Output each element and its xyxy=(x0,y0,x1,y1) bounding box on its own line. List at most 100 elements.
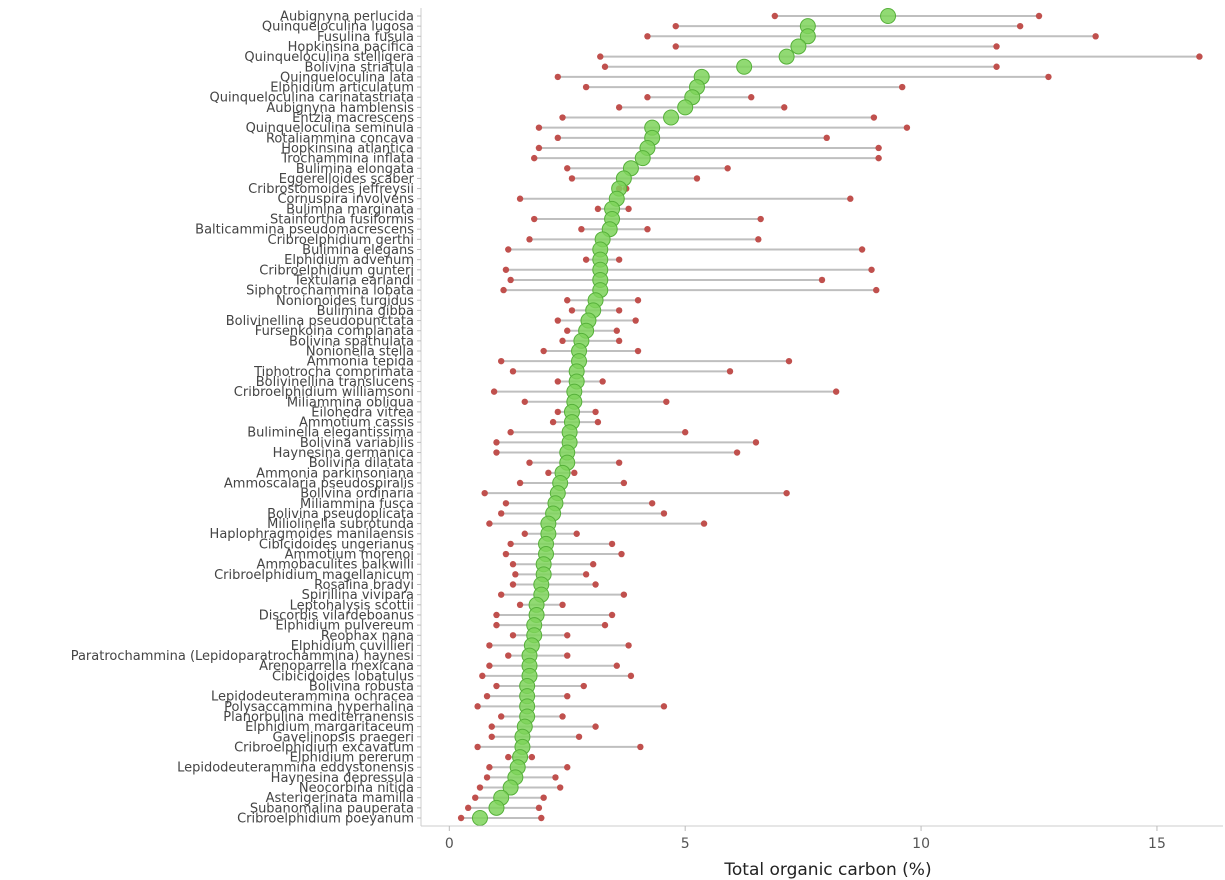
max-point xyxy=(748,94,755,101)
max-point xyxy=(594,418,602,426)
category-label: Haplophragmoides manilaensis xyxy=(210,527,415,542)
category-label: Rotaliammina concava xyxy=(266,131,414,146)
max-point xyxy=(618,550,625,558)
min-point xyxy=(474,703,481,710)
min-point xyxy=(564,327,571,334)
min-point xyxy=(554,317,562,324)
category-label: Cornuspira involvens xyxy=(277,192,414,207)
min-point xyxy=(486,642,493,649)
min-point xyxy=(483,692,491,700)
max-point xyxy=(564,764,571,771)
category-label: Ammoscalaria pseudospiralis xyxy=(224,476,414,491)
max-point xyxy=(538,814,545,822)
min-point xyxy=(502,500,510,507)
max-point xyxy=(733,449,741,456)
min-point xyxy=(597,53,604,60)
category-label: Bulimina gibba xyxy=(317,304,414,319)
axes: Total organic carbon (%) 0 5 10 15 xyxy=(417,8,1223,880)
mean-point xyxy=(880,8,897,24)
mean-point xyxy=(634,150,651,167)
max-point xyxy=(564,652,571,659)
min-point xyxy=(512,571,519,578)
min-point xyxy=(509,561,517,568)
category-label: Discorbis vilardeboanus xyxy=(259,608,415,623)
min-point xyxy=(516,195,524,202)
mean-point xyxy=(736,58,753,75)
category-label: Bulimina marginata xyxy=(286,202,414,217)
category-label: Trochammina inflata xyxy=(280,152,414,167)
min-point xyxy=(615,104,623,111)
min-point xyxy=(502,550,510,558)
category-label: Ammotium cassis xyxy=(299,416,414,431)
category-label: Leptohalysis scottii xyxy=(290,598,414,613)
category-label: Cribroelphidium williamsoni xyxy=(234,385,414,400)
category-label: Stainforthia fusiformis xyxy=(270,213,414,228)
category-label: Haynesina depressula xyxy=(271,771,414,786)
max-point xyxy=(752,439,760,446)
category-label: Buliminella elegantissima xyxy=(247,426,414,441)
min-point xyxy=(578,225,585,233)
min-point xyxy=(486,662,493,669)
max-point xyxy=(625,205,632,213)
category-label: Quinqueloculina carinatastriata xyxy=(209,91,414,106)
max-point xyxy=(589,561,597,568)
category-label: Cibicidoides ungerianus xyxy=(259,537,414,552)
min-point xyxy=(516,479,524,487)
max-point xyxy=(726,368,734,375)
mean-point xyxy=(790,38,807,55)
mean-point xyxy=(488,799,505,816)
max-point xyxy=(559,713,566,720)
category-label: Haynesina germanica xyxy=(273,446,414,461)
min-point xyxy=(535,124,543,131)
min-point xyxy=(672,22,679,30)
min-point xyxy=(509,581,517,588)
category-label: Aubignyna perlucida xyxy=(280,10,414,25)
min-point xyxy=(476,784,484,791)
category-label: Bulimina elongata xyxy=(296,162,414,177)
category-label: Bolivina spathulata xyxy=(289,334,414,349)
min-point xyxy=(644,94,651,101)
max-point xyxy=(592,723,599,730)
category-label: Bulimina elegans xyxy=(302,243,414,258)
category-label: Ammobaculites balkwilli xyxy=(257,558,414,573)
min-point xyxy=(505,246,512,253)
max-point xyxy=(564,692,571,700)
max-point xyxy=(868,266,875,273)
max-point xyxy=(613,662,620,669)
min-point xyxy=(564,297,571,304)
max-point xyxy=(615,459,623,466)
min-point xyxy=(498,510,505,517)
max-point xyxy=(660,703,668,710)
mean-points xyxy=(471,8,897,826)
max-point xyxy=(1045,73,1052,81)
category-label: Asterigerinata mamilla xyxy=(266,791,414,806)
max-point xyxy=(552,774,559,781)
min-point xyxy=(568,307,576,314)
max-point xyxy=(535,804,543,812)
category-label: Planorbulina mediterranensis xyxy=(223,710,414,725)
category-label: Elphidium articulatum xyxy=(270,81,414,96)
max-point xyxy=(528,753,536,761)
category-label: Hopkinsina atlantica xyxy=(281,141,414,156)
category-label: Aubignyna hamblensis xyxy=(266,101,414,116)
min-point xyxy=(601,63,609,70)
category-label: Quinqueloculina stelligera xyxy=(244,50,414,65)
category-label: Cribroelphidium magellanicum xyxy=(214,568,414,583)
x-axis-title: Total organic carbon (%) xyxy=(723,860,931,880)
max-point xyxy=(660,510,668,517)
category-label: Bolivina striatula xyxy=(305,60,414,75)
max-point xyxy=(556,784,564,791)
max-point xyxy=(615,307,623,314)
min-point xyxy=(535,144,543,152)
category-label: Elphidium advenum xyxy=(284,253,414,268)
category-label: Reophax nana xyxy=(321,629,414,644)
category-label: Cibicidoides lobatulus xyxy=(272,669,414,684)
category-label: Eilohedra vitrea xyxy=(311,405,414,420)
min-point xyxy=(502,266,510,273)
max-point xyxy=(575,733,583,740)
max-point xyxy=(559,601,566,609)
min-point xyxy=(582,256,590,263)
category-label: Elphidium pererum xyxy=(290,751,414,766)
